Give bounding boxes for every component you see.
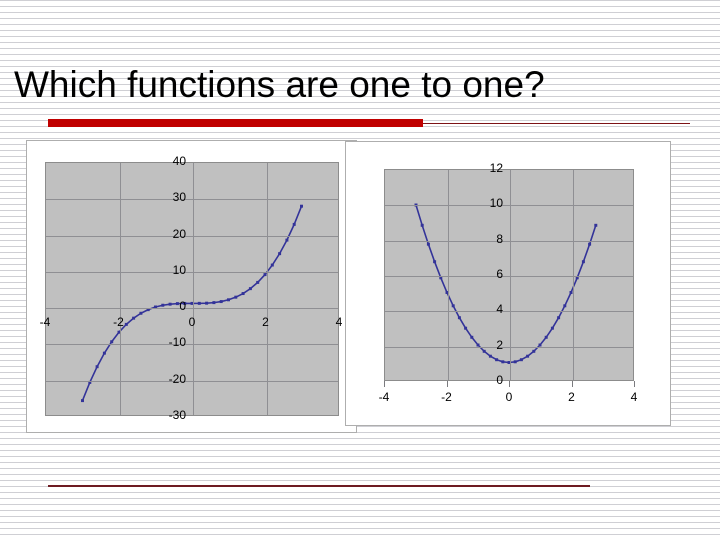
data-point-marker — [457, 316, 461, 320]
plot-area-cubic — [45, 162, 339, 416]
parabola-curve-svg — [414, 203, 598, 364]
data-point-marker — [285, 238, 289, 242]
y-axis-tick-label: -20 — [168, 371, 186, 386]
data-point-marker — [426, 242, 430, 246]
data-point-marker — [139, 311, 143, 315]
x-axis-tick-mark — [384, 381, 385, 387]
y-axis-tick-label: 30 — [172, 190, 186, 205]
y-axis-tick-label: -10 — [168, 335, 186, 350]
data-point-marker — [205, 301, 209, 305]
footer-divider-rule — [48, 485, 590, 487]
chart-card-parabola[interactable]: 0 2 4 6 8 10 12 -4 -2 0 2 4 — [345, 141, 671, 426]
x-axis-tick-label: -2 — [113, 315, 124, 329]
y-axis-tick-label: 0 — [179, 299, 186, 314]
gridline-horizontal — [385, 311, 633, 313]
data-point-marker — [501, 360, 505, 364]
data-point-marker — [532, 349, 536, 353]
y-axis-tick-label: 8 — [496, 231, 503, 246]
y-axis-tick-label: 2 — [496, 337, 503, 352]
cubic-curve-svg — [81, 204, 303, 403]
y-axis-tick-label: 0 — [496, 373, 503, 387]
data-point-marker — [197, 301, 201, 305]
gridline-horizontal — [46, 380, 338, 382]
data-point-marker — [420, 223, 424, 227]
y-axis-tick-label: 4 — [496, 302, 503, 317]
gridline-vertical — [510, 170, 511, 380]
data-point-marker — [234, 295, 238, 299]
data-point-marker — [300, 204, 303, 208]
data-point-marker — [557, 316, 561, 320]
data-point-marker — [488, 354, 492, 358]
gridline-horizontal — [46, 271, 338, 273]
gridline-vertical — [193, 163, 194, 415]
data-point-marker — [526, 354, 530, 358]
x-axis-tick-label: -4 — [39, 315, 51, 329]
y-axis-tick-label: 40 — [172, 154, 186, 168]
data-point-marker — [581, 260, 585, 264]
data-point-marker — [563, 304, 567, 308]
data-point-marker — [256, 280, 260, 284]
plot-area-parabola — [384, 169, 634, 381]
title-accent-bar — [48, 119, 423, 127]
gridline-vertical — [119, 163, 121, 415]
x-axis-tick-mark — [509, 381, 510, 387]
data-point-marker — [102, 351, 106, 355]
data-point-marker — [464, 326, 468, 330]
gridline-horizontal — [46, 235, 338, 237]
y-axis-tick-label: 10 — [172, 262, 186, 277]
x-axis-tick-mark — [571, 381, 573, 387]
x-axis-tick-label: 4 — [630, 390, 638, 404]
data-point-marker — [278, 252, 282, 256]
gridline-horizontal — [385, 240, 633, 242]
x-axis-tick-label: 2 — [568, 390, 575, 404]
x-axis-tick-label: -2 — [441, 390, 452, 404]
gridline-vertical — [572, 170, 574, 380]
gridline-horizontal — [46, 308, 338, 310]
x-axis-tick-label: 0 — [505, 390, 513, 404]
y-axis-tick-label: 6 — [496, 267, 503, 281]
x-axis-tick-label: 0 — [188, 315, 196, 329]
data-point-marker — [594, 223, 598, 227]
data-point-marker — [212, 301, 216, 305]
y-axis-tick-label: -30 — [168, 408, 186, 422]
data-point-marker — [550, 326, 554, 330]
gridline-vertical — [447, 170, 449, 380]
data-point-marker — [513, 360, 517, 364]
data-point-marker — [248, 287, 252, 291]
data-point-marker — [495, 358, 499, 362]
gridline-horizontal — [385, 205, 633, 207]
gridline-horizontal — [385, 276, 633, 277]
page-title: Which functions are one to one? — [14, 64, 545, 105]
x-axis-tick-label: -4 — [378, 390, 390, 404]
data-point-marker — [241, 292, 245, 296]
data-point-marker — [81, 399, 84, 403]
data-point-marker — [292, 222, 296, 226]
data-point-marker — [227, 298, 230, 302]
data-point-marker — [588, 242, 592, 246]
data-point-marker — [451, 304, 455, 308]
data-point-marker — [433, 260, 437, 264]
gridline-horizontal — [46, 344, 338, 346]
y-axis-tick-label: 12 — [489, 161, 503, 175]
data-point-marker — [544, 335, 548, 339]
x-axis-tick-mark — [446, 381, 448, 387]
data-point-marker — [95, 365, 99, 369]
gridline-horizontal — [385, 346, 633, 348]
data-point-marker — [519, 358, 523, 362]
x-axis-tick-mark — [634, 381, 635, 387]
y-axis-tick-label: 20 — [172, 226, 186, 241]
data-point-marker — [270, 263, 274, 267]
data-point-marker — [110, 340, 114, 344]
gridline-horizontal — [46, 199, 338, 201]
chart-card-cubic[interactable]: -30 -20 -10 0 10 20 30 40 -4 -2 0 2 4 — [26, 140, 357, 433]
x-axis-tick-label: 2 — [262, 315, 269, 329]
y-axis-tick-label: 10 — [489, 196, 503, 211]
gridline-vertical — [266, 163, 268, 415]
series-line — [415, 204, 597, 364]
data-point-marker — [219, 300, 223, 304]
